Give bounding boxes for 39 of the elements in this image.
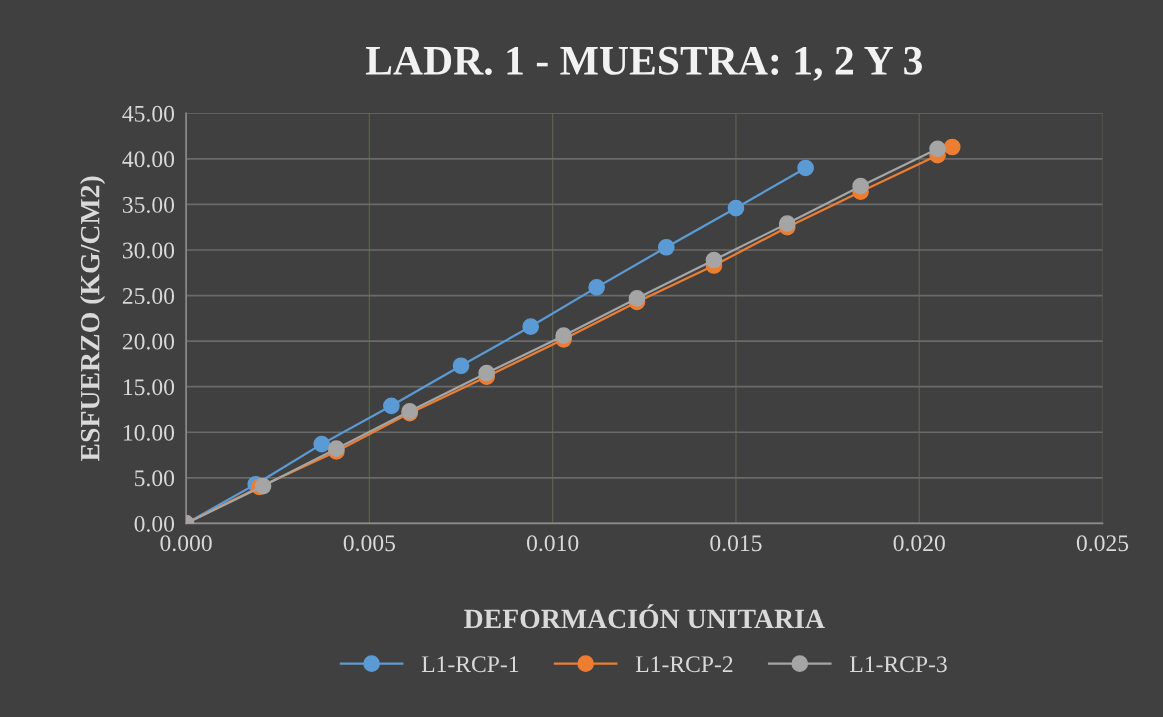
point <box>929 140 946 158</box>
legend-label: L1-RCP-2 <box>635 656 733 673</box>
point <box>852 177 869 195</box>
point <box>254 477 272 495</box>
y-tick-label: 15.00 <box>123 379 175 396</box>
point <box>657 238 675 256</box>
point <box>628 289 646 307</box>
y-tick-label: 30.00 <box>122 242 175 259</box>
chart-title: LADR. 1 - MUESTRA: 1, 2 Y 3 <box>365 46 922 81</box>
legend-label: L1-RCP-3 <box>850 656 947 673</box>
point <box>383 397 400 415</box>
point <box>555 327 572 344</box>
x-axis-title: DEFORMACIÓN UNITARIA <box>464 604 825 629</box>
point <box>522 318 539 335</box>
point <box>478 364 496 382</box>
y-tick-label: 35.00 <box>122 196 175 213</box>
y-axis-title: ESFUERZO (KG/CM2) <box>79 176 106 462</box>
point <box>797 159 814 177</box>
y-tick-label: 25.00 <box>122 288 175 305</box>
x-tick-label: 0.015 <box>710 535 762 552</box>
point <box>313 435 331 453</box>
y-tick-label: 40.00 <box>122 151 175 168</box>
y-tick-label: 45.00 <box>122 105 175 122</box>
x-tick-label: 0.025 <box>1076 535 1129 552</box>
point <box>705 251 723 269</box>
y-tick-label: 10.00 <box>123 424 175 441</box>
point <box>452 357 470 375</box>
x-tick-label: 0.010 <box>527 535 579 552</box>
point <box>943 138 961 156</box>
point <box>727 199 745 217</box>
y-tick-label: 20.00 <box>122 333 175 350</box>
point <box>588 279 605 296</box>
y-tick-label: 0.00 <box>134 515 175 532</box>
x-tick-label: 0.020 <box>893 535 945 552</box>
point <box>778 215 796 232</box>
y-tick-label: 5.00 <box>135 470 175 487</box>
x-tick-label: 0.000 <box>160 535 212 552</box>
legend-label: L1-RCP-1 <box>421 656 519 673</box>
x-tick-label: 0.005 <box>343 535 396 552</box>
